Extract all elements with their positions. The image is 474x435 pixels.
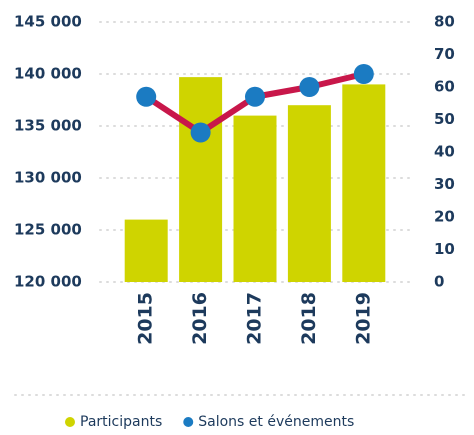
y-tick-label: 120 000 <box>14 273 82 291</box>
point <box>245 86 265 107</box>
legend-label: Participants <box>80 414 162 430</box>
bar <box>233 115 277 282</box>
y2-tick-label: 60 <box>434 78 455 96</box>
y-tick-label: 130 000 <box>14 169 82 187</box>
y2-tick-label: 80 <box>434 13 455 31</box>
x-tick-label: 2015 <box>135 292 157 345</box>
y-tick-label: 125 000 <box>14 221 82 239</box>
y-tick-label: 145 000 <box>14 13 82 31</box>
point <box>299 77 320 97</box>
bar <box>179 77 223 283</box>
y2-tick-label: 10 <box>434 240 455 258</box>
legend-marker <box>183 417 194 427</box>
point <box>136 86 157 107</box>
bar <box>124 219 168 282</box>
bar <box>287 105 331 282</box>
y2-tick-label: 20 <box>434 208 455 226</box>
y2-tick-label: 50 <box>434 110 455 128</box>
x-tick-label: 2017 <box>244 292 266 345</box>
y-tick-label: 140 000 <box>14 65 82 83</box>
legend-marker <box>65 417 75 427</box>
x-tick-label: 2018 <box>298 292 320 345</box>
y2-tick-label: 30 <box>434 175 455 193</box>
y2-tick-label: 40 <box>434 143 455 161</box>
x-tick-label: 2019 <box>352 292 374 345</box>
y2-tick-label: 70 <box>434 45 455 63</box>
x-tick-label: 2016 <box>189 292 211 345</box>
y-tick-label: 135 000 <box>14 117 82 135</box>
bar <box>342 84 386 283</box>
point <box>353 64 374 84</box>
point <box>190 122 211 143</box>
y2-tick-label: 0 <box>434 273 444 291</box>
legend-label: Salons et événements <box>198 414 354 430</box>
